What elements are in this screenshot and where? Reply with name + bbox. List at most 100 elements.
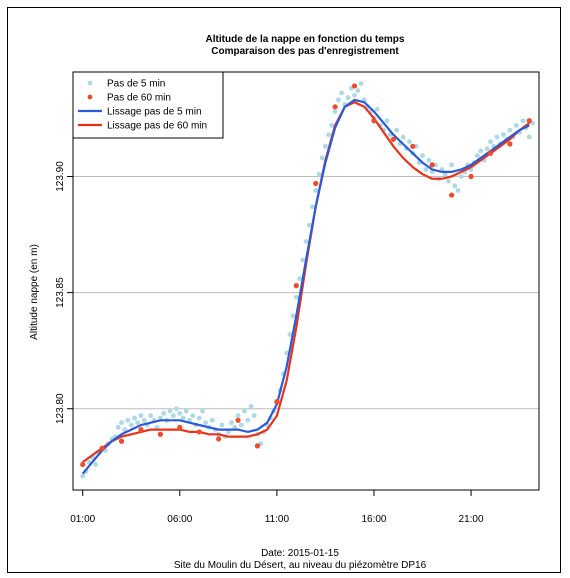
point-5min (332, 109, 338, 114)
point-60min (235, 417, 241, 423)
y-tick-label: 123.80 (55, 393, 66, 424)
point-60min (390, 136, 396, 142)
point-5min (170, 413, 176, 419)
point-5min (526, 134, 532, 140)
legend-marker (87, 94, 93, 100)
point-5min (475, 153, 480, 159)
legend-marker (87, 80, 93, 86)
point-5min (316, 171, 322, 177)
point-60min (118, 438, 125, 444)
legend-box (72, 71, 224, 139)
point-5min (513, 123, 519, 128)
point-60min (332, 104, 338, 110)
point-5min (284, 350, 289, 356)
point-5min (238, 422, 244, 428)
point-5min (229, 420, 235, 426)
point-5min (478, 148, 484, 154)
point-5min (458, 174, 464, 179)
point-5min (225, 429, 231, 435)
line-smooth-5min (81, 98, 530, 475)
point-60min (507, 141, 513, 147)
point-5min (245, 417, 251, 423)
line-smooth-60min (82, 100, 530, 463)
point-5min (336, 97, 341, 103)
point-5min (426, 157, 432, 163)
chart-title: Altitude de la nappe en fonction du temp… (206, 34, 405, 45)
point-5min (93, 462, 99, 467)
point-5min (420, 153, 425, 159)
point-5min (125, 417, 131, 423)
point-5min (384, 118, 390, 124)
data-layer (80, 81, 535, 479)
y-tick-label: 123.85 (55, 277, 66, 308)
legend-label: Lissage pas de 5 min (107, 107, 202, 118)
point-5min (352, 92, 357, 98)
point-60min (177, 424, 183, 430)
point-60min (468, 173, 474, 180)
point-60min (216, 436, 222, 442)
point-5min (180, 415, 186, 421)
point-5min (423, 167, 429, 172)
point-5min (183, 408, 189, 414)
point-60min (196, 429, 202, 435)
point-60min (293, 283, 299, 289)
point-60min (526, 118, 532, 124)
point-5min (148, 413, 154, 419)
point-5min (122, 427, 128, 433)
point-60min (254, 443, 261, 449)
point-5min (445, 178, 451, 184)
point-5min (80, 473, 86, 479)
x-tick-label: 06:00 (167, 514, 192, 525)
point-5min (323, 143, 328, 149)
x-tick-label: 16:00 (361, 514, 386, 525)
point-5min (196, 415, 202, 421)
point-5min (507, 127, 513, 133)
legend: Pas de 5 min Pas de 60 min Lissage pas de … (72, 71, 224, 139)
point-60min (157, 431, 163, 437)
point-5min (293, 294, 299, 300)
point-5min (394, 127, 400, 133)
point-5min (455, 188, 461, 193)
grid-layer (73, 176, 539, 410)
point-5min (297, 276, 302, 282)
point-5min (200, 408, 205, 414)
point-5min (329, 123, 335, 128)
point-5min (494, 134, 500, 140)
point-60min (429, 162, 435, 168)
point-5min (310, 204, 315, 210)
point-5min (135, 420, 141, 426)
point-60min (487, 150, 494, 156)
point-5min (174, 406, 179, 412)
point-60min (274, 399, 280, 405)
point-60min (99, 445, 105, 451)
point-5min (407, 139, 412, 145)
point-5min (501, 132, 506, 138)
point-5min (161, 410, 167, 416)
point-5min (355, 88, 361, 93)
point-60min (313, 180, 319, 187)
point-5min (520, 118, 526, 124)
point-5min (167, 408, 173, 414)
point-5min (132, 415, 137, 421)
point-60min (138, 427, 144, 433)
point-5min (287, 332, 293, 337)
point-5min (251, 413, 257, 419)
point-5min (358, 81, 364, 87)
point-5min (248, 404, 254, 409)
x-axis-sublabel: Site du Moulin du Désert, au niveau du p… (174, 560, 427, 571)
point-5min (177, 410, 183, 416)
point-5min (119, 420, 124, 426)
point-5min (313, 188, 319, 193)
point-5min (374, 106, 380, 112)
point-5min (319, 155, 325, 161)
point-5min (306, 222, 312, 228)
point-5min (345, 95, 351, 100)
point-5min (115, 424, 121, 430)
y-tick-label: 123.90 (55, 161, 66, 192)
point-5min (452, 183, 458, 189)
point-5min (488, 139, 493, 145)
point-5min (303, 239, 309, 244)
point-5min (449, 162, 455, 168)
point-5min (242, 408, 247, 414)
